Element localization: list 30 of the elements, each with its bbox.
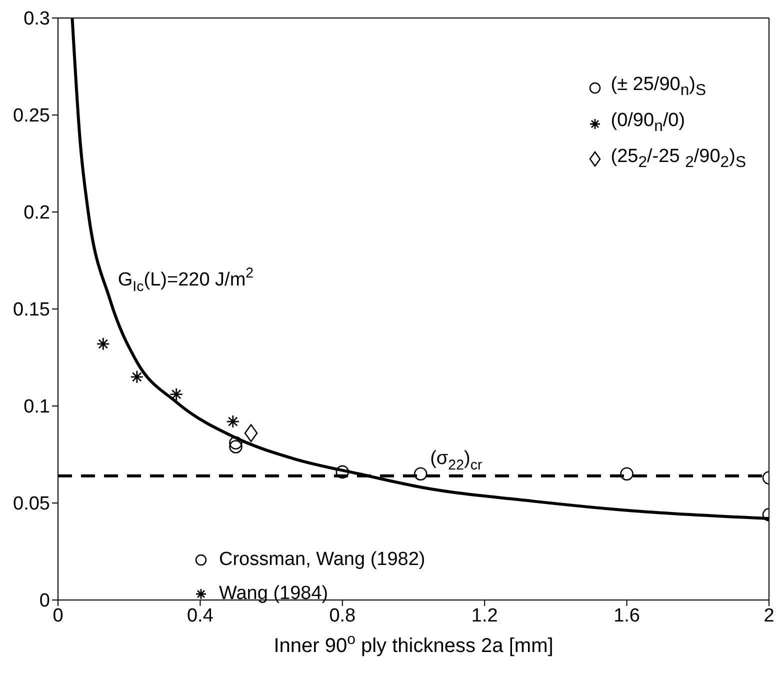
x-tick-label: 2	[764, 605, 774, 626]
point	[336, 465, 350, 479]
y-tick-label: 0.15	[13, 300, 50, 321]
point	[130, 370, 144, 384]
series-label: G$_{Ic}$(L)=220 J/m$^{2}$	[118, 266, 254, 295]
annotation: Wang (1984)	[219, 582, 328, 606]
point	[244, 424, 258, 442]
x-tick-label: 1.2	[471, 605, 498, 626]
y-tick-label: 0.3	[24, 8, 50, 30]
y-tick-label: 0	[39, 590, 50, 612]
y-tick-label: 0.2	[24, 202, 50, 224]
annotation: Crossman, Wang (1982)	[219, 548, 426, 572]
point	[96, 337, 110, 351]
point	[170, 388, 184, 402]
point	[229, 436, 242, 450]
y-tick-label: 0.1	[24, 396, 50, 418]
point	[229, 440, 242, 454]
x-tick-label: 0.4	[186, 605, 214, 626]
y-tick-label: 0.25	[13, 106, 50, 127]
ref-line-label: (σ$_{22}$)$_{cr}$	[430, 448, 482, 474]
point	[226, 414, 240, 428]
x-axis-title: Inner 90$^{o}$ ply thickness 2a [mm]	[274, 631, 554, 657]
legend-label: (25$_{2}$/-25 $_{2}$/90$_{2}$)$_{S}$	[610, 144, 746, 172]
x-tick-label: 1.6	[614, 605, 640, 626]
point	[414, 467, 428, 481]
x-tick-label: 0	[52, 605, 64, 626]
legend-label: (± 25/90$_{n}$)$_{S}$	[610, 73, 706, 101]
legend-label: (0/90$_{n}$/0)	[610, 108, 686, 137]
y-tick-label: 0.05	[13, 494, 50, 515]
x-tick-label: 0.8	[329, 605, 356, 626]
